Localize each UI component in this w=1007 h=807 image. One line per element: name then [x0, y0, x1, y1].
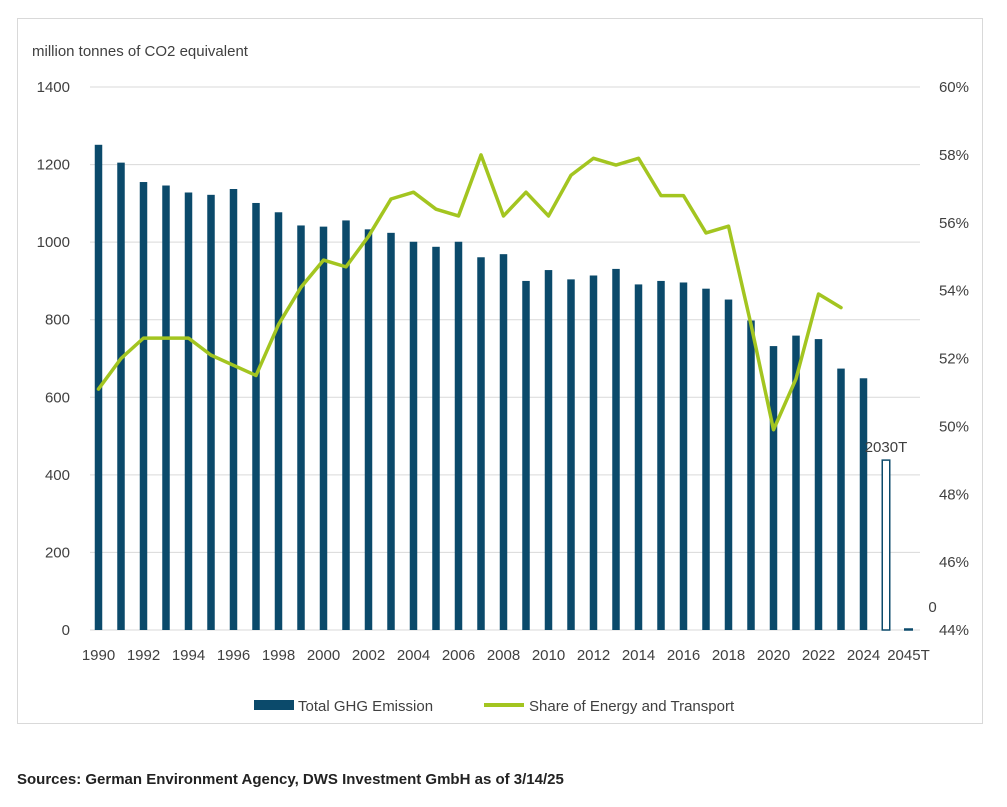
y2-tick-label: 48%: [939, 486, 969, 503]
y2-tick-label: 44%: [939, 622, 969, 639]
y-tick-label: 1400: [37, 79, 70, 96]
bar-series: [94, 144, 913, 631]
x-tick-label: 1998: [262, 647, 295, 664]
target-bar: [881, 459, 891, 631]
line-series: [96, 153, 843, 432]
bar: [859, 378, 868, 630]
bar: [814, 339, 823, 630]
bar: [252, 202, 260, 630]
x-tick-label: 1994: [172, 647, 205, 664]
bar: [499, 254, 508, 630]
y2-tick-label: 54%: [939, 283, 969, 300]
bar: [117, 162, 125, 630]
right-axis-ticks: 44% 46% 48% 50% 52% 54% 56% 58% 60%: [939, 79, 969, 639]
y2-tick-label: 56%: [939, 215, 969, 232]
bar: [792, 335, 800, 630]
bar: [837, 368, 845, 630]
bar: [454, 241, 463, 630]
x-tick-label: 2024: [847, 647, 880, 664]
x-tick-label: 2002: [352, 647, 385, 664]
y2-tick-label: 46%: [939, 554, 969, 571]
bar: [342, 220, 350, 630]
x-tick-label: 2000: [307, 647, 340, 664]
x-tick-label: 2012: [577, 647, 610, 664]
bar: [432, 246, 440, 630]
bar: [769, 346, 778, 630]
bar: [297, 225, 305, 630]
y-tick-label: 1200: [37, 157, 70, 174]
y-tick-label: 200: [45, 544, 70, 561]
bar: [477, 257, 485, 630]
x-tick-label: 2022: [802, 647, 835, 664]
bar: [567, 279, 575, 630]
bar: [544, 270, 553, 630]
x-tick-label: 1992: [127, 647, 160, 664]
x-tick-label: 1996: [217, 647, 250, 664]
legend-label-total-ghg: Total GHG Emission: [298, 698, 433, 715]
annotation-label: 0: [928, 599, 936, 616]
y-tick-label: 600: [45, 389, 70, 406]
x-tick-label: 2014: [622, 647, 655, 664]
x-tick-label: 2008: [487, 647, 520, 664]
y-axis-unit-label: million tonnes of CO2 equivalent: [32, 43, 249, 60]
legend-label-share: Share of Energy and Transport: [529, 698, 735, 715]
x-tick-label: 2020: [757, 647, 790, 664]
bar: [634, 284, 643, 630]
bar: [274, 212, 283, 630]
bar: [387, 232, 395, 630]
y-tick-label: 400: [45, 467, 70, 484]
target-bar: [904, 628, 913, 631]
bar: [409, 241, 418, 630]
x-tick-label: 2004: [397, 647, 430, 664]
bar: [162, 185, 170, 630]
share-line: [96, 153, 843, 432]
bar: [679, 282, 688, 630]
bar: [724, 299, 733, 630]
legend: Total GHG Emission Share of Energy and T…: [254, 698, 735, 715]
y-tick-label: 0: [62, 622, 70, 639]
bar: [139, 182, 148, 630]
legend-swatch-total-ghg: [254, 700, 294, 710]
bar: [589, 275, 598, 630]
y2-tick-label: 60%: [939, 79, 969, 96]
bar: [612, 268, 620, 630]
left-axis-ticks: 0 200 400 600 800 1000 1200 1400: [37, 79, 70, 639]
y2-tick-label: 52%: [939, 351, 969, 368]
chart-frame: million tonnes of CO2 equivalent 0 200 400…: [17, 18, 983, 724]
source-note: Sources: German Environment Agency, DWS …: [17, 771, 564, 788]
annotation-label: 2030T: [865, 439, 908, 456]
x-tick-label: 2018: [712, 647, 745, 664]
y-tick-label: 1000: [37, 234, 70, 251]
bar: [702, 288, 710, 630]
x-tick-label: 2010: [532, 647, 565, 664]
ghg-emissions-chart: million tonnes of CO2 equivalent 0200400…: [32, 43, 969, 715]
bar: [319, 226, 328, 630]
annotations: 2030T 0: [865, 439, 937, 616]
y2-tick-label: 58%: [939, 147, 969, 164]
x-tick-label: 1990: [82, 647, 115, 664]
bar: [364, 229, 373, 630]
x-axis-ticks: 1990 1992 1994 1996 1998 2000 2002 2004 2006 2008…: [82, 647, 930, 664]
y2-tick-label: 50%: [939, 418, 969, 435]
bar: [747, 320, 755, 630]
x-tick-label: 2006: [442, 647, 475, 664]
bar: [522, 280, 530, 630]
bar: [657, 280, 665, 630]
bar: [184, 192, 193, 631]
y-tick-label: 800: [45, 312, 70, 329]
bar: [229, 189, 238, 631]
x-tick-label: 2045T: [887, 647, 930, 664]
bar: [207, 194, 215, 630]
x-tick-label: 2016: [667, 647, 700, 664]
